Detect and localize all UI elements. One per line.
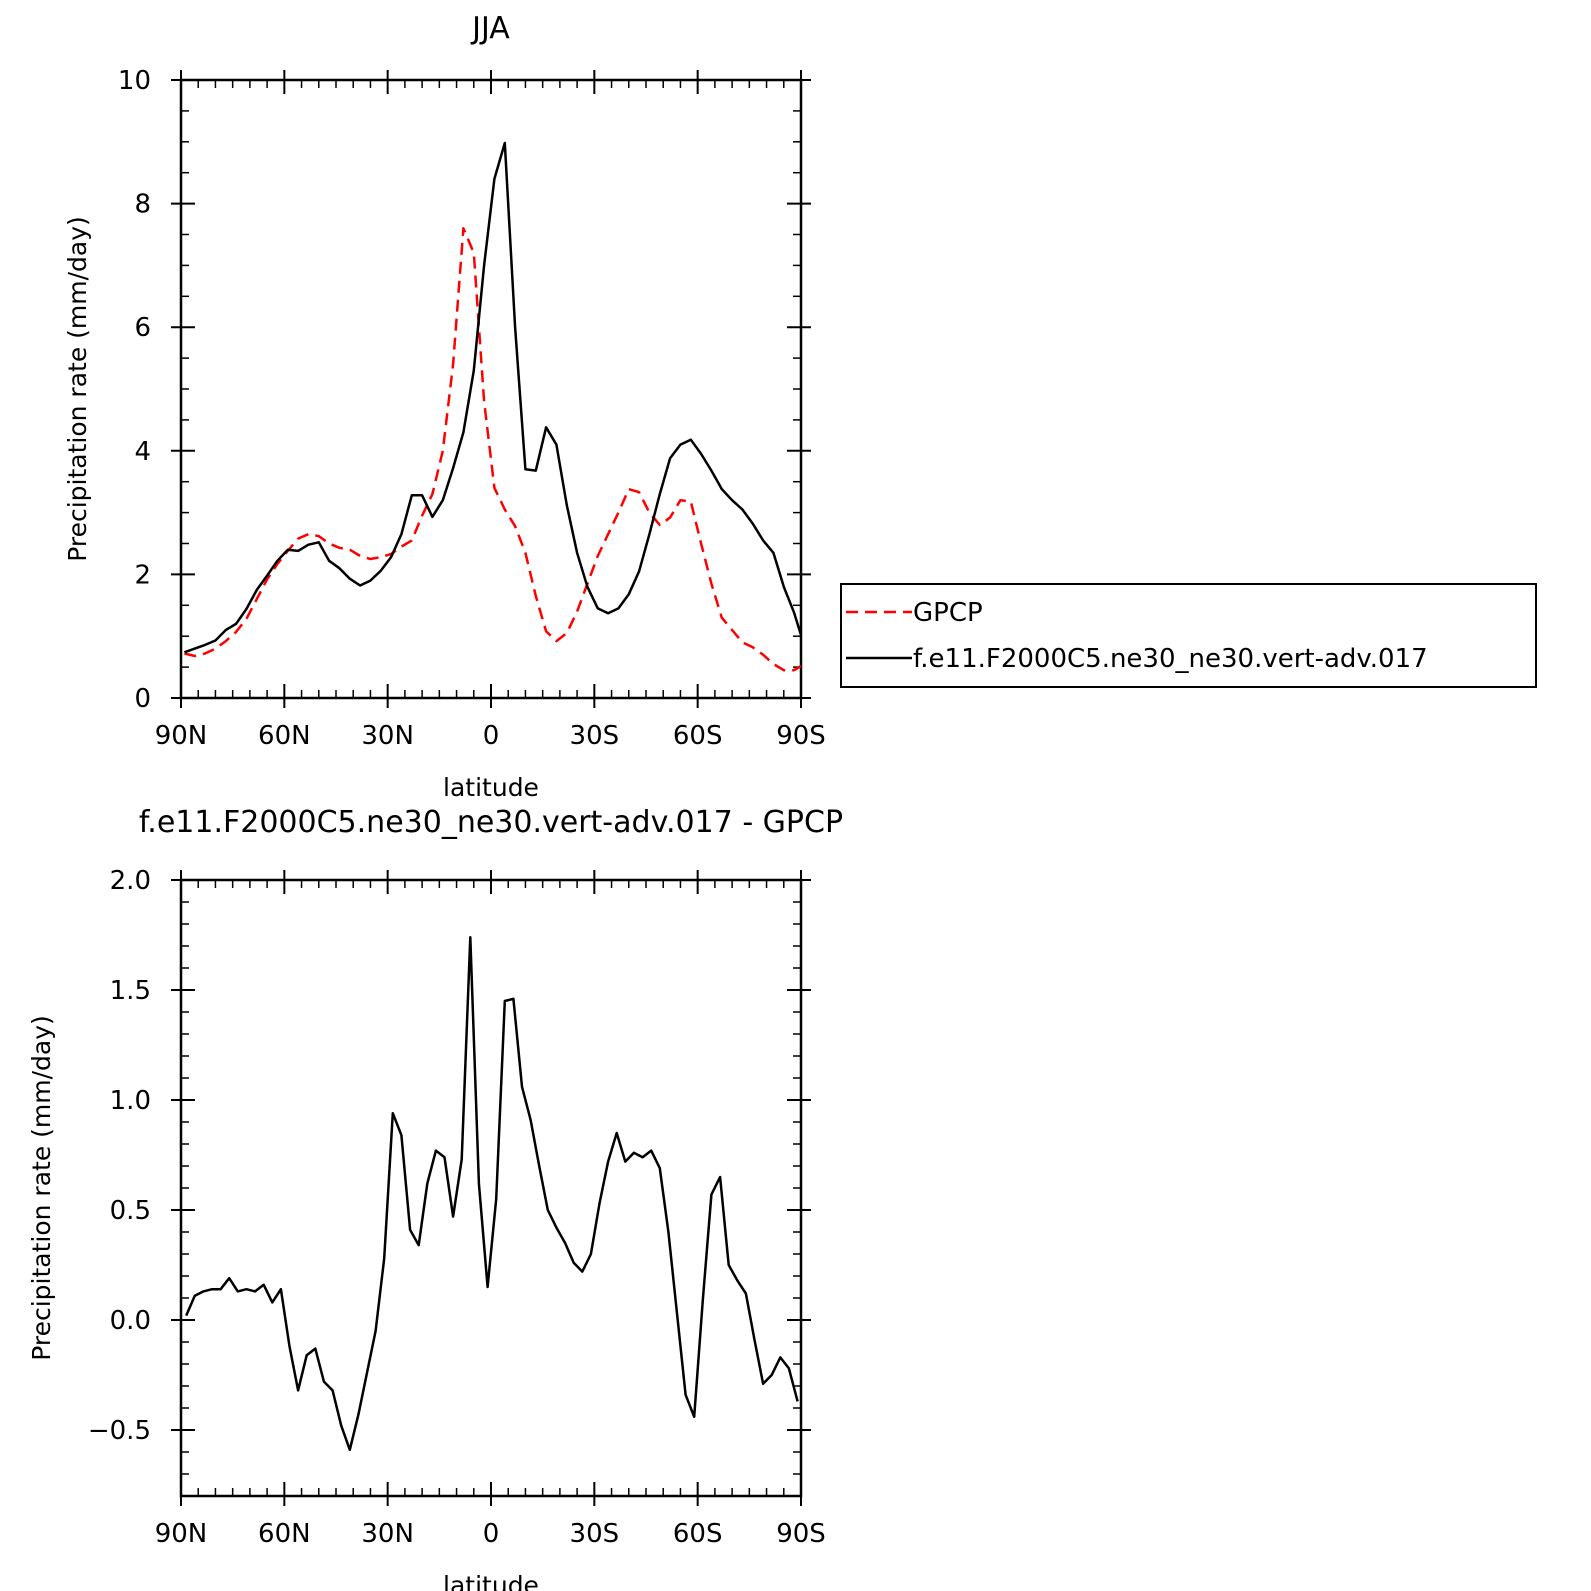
y-axis-label: Precipitation rate (mm/day) xyxy=(27,1015,56,1361)
x-tick-label: 30N xyxy=(361,721,414,751)
legend-label: GPCP xyxy=(913,598,983,628)
y-tick-label: −0.5 xyxy=(88,1416,151,1446)
series-line-gpcp xyxy=(184,227,802,672)
legend-label: f.e11.F2000C5.ne30_ne30.vert-adv.017 xyxy=(913,644,1428,674)
bottom-chart-difference: f.e11.F2000C5.ne30_ne30.vert-adv.017 - G… xyxy=(27,805,843,1591)
x-tick-label: 30S xyxy=(570,1519,620,1549)
y-tick-label: 0 xyxy=(134,684,151,714)
y-tick-label: 0.0 xyxy=(110,1306,151,1336)
x-tick-label: 30N xyxy=(361,1519,414,1549)
y-tick-label: 8 xyxy=(134,190,151,220)
top-chart-jja: JJA 90N 60N 30N 0 30S 60S 90S 0 2 4 6 8 10 latitude Pre… xyxy=(63,11,1537,802)
legend-box xyxy=(840,583,1537,688)
x-tick-label: 60N xyxy=(258,1519,311,1549)
y-tick-label: 10 xyxy=(118,66,151,96)
chart-title: JJA xyxy=(470,11,510,46)
x-tick-label: 0 xyxy=(483,1519,500,1549)
y-tick-label: 1.0 xyxy=(110,1086,151,1116)
x-tick-label: 0 xyxy=(483,721,500,751)
y-tick-label: 4 xyxy=(134,437,151,467)
x-tick-label: 60S xyxy=(673,1519,723,1549)
series-line-f-e11-f2000c5-ne30-ne30-vert-adv-017 xyxy=(183,141,803,654)
x-axis-label: latitude xyxy=(443,1571,539,1591)
plot-frame xyxy=(179,78,803,700)
y-tick-label: 0.5 xyxy=(110,1196,151,1226)
x-tick-label: 90N xyxy=(155,1519,208,1549)
x-tick-label: 90S xyxy=(776,721,826,751)
y-axis-label: Precipitation rate (mm/day) xyxy=(63,216,92,562)
series-line-difference xyxy=(185,935,799,1452)
legend: GPCP f.e11.F2000C5.ne30_ne30.vert-adv.017 xyxy=(840,583,1537,688)
y-tick-label: 1.5 xyxy=(110,976,151,1006)
x-tick-label: 60S xyxy=(673,721,723,751)
y-tick-label: 2 xyxy=(134,560,151,590)
x-tick-label: 90S xyxy=(776,1519,826,1549)
chart-title: f.e11.F2000C5.ne30_ne30.vert-adv.017 - G… xyxy=(139,805,843,840)
x-tick-label: 30S xyxy=(570,721,620,751)
x-axis-label: latitude xyxy=(443,773,539,802)
y-tick-label: 6 xyxy=(134,313,151,343)
x-tick-label: 90N xyxy=(155,721,208,751)
y-tick-label: 2.0 xyxy=(110,866,151,896)
x-tick-label: 60N xyxy=(258,721,311,751)
plot-frame xyxy=(179,878,803,1498)
